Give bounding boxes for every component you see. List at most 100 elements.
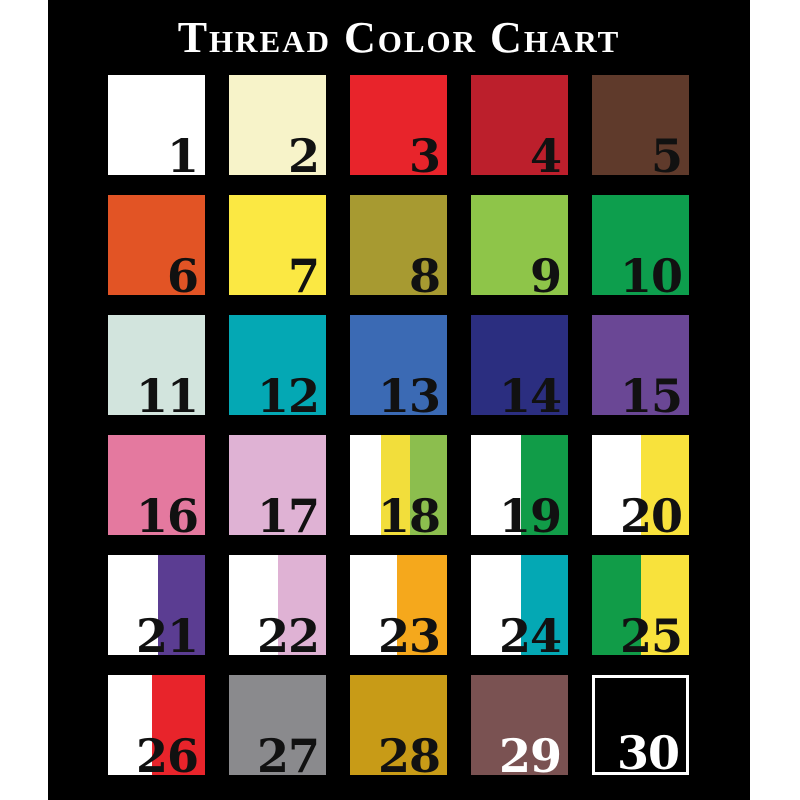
swatch-16: 16	[108, 435, 205, 539]
swatch-22: 22	[229, 555, 326, 659]
swatch-number: 27	[256, 729, 320, 783]
swatch-28: 28	[350, 675, 447, 779]
swatch-number: 18	[377, 489, 441, 543]
swatch-8: 8	[350, 195, 447, 299]
swatch-number: 17	[256, 489, 320, 543]
color-stripe	[108, 555, 159, 655]
swatch-26: 26	[108, 675, 205, 779]
swatch-20: 20	[592, 435, 689, 539]
swatch-7: 7	[229, 195, 326, 299]
swatch-number: 13	[377, 369, 441, 423]
color-stripe	[158, 555, 205, 655]
color-stripe	[592, 555, 641, 655]
swatch-number: 30	[616, 726, 680, 780]
color-stripe	[229, 675, 326, 775]
swatch-12: 12	[229, 315, 326, 419]
swatch-6: 6	[108, 195, 205, 299]
color-stripe	[471, 555, 522, 655]
color-stripe	[471, 675, 568, 775]
swatch-10: 10	[592, 195, 689, 299]
swatch-number: 9	[529, 249, 562, 303]
color-stripe	[410, 435, 447, 535]
color-stripe	[592, 75, 689, 175]
swatch-number: 10	[619, 249, 683, 303]
swatch-14: 14	[471, 315, 568, 419]
swatch-number: 21	[135, 609, 199, 663]
swatch-number: 11	[135, 369, 199, 423]
swatch-number: 28	[377, 729, 441, 783]
swatch-number: 20	[619, 489, 683, 543]
swatch-number: 15	[619, 369, 683, 423]
swatch-grid: 1 2 3 4 5 6 7 8 9 10 11 12 13 14 15 16 17 18 19 20 21 22 23 24 2…	[108, 75, 689, 780]
color-stripe	[381, 435, 411, 535]
swatch-number: 7	[287, 249, 320, 303]
swatch-number: 5	[650, 129, 683, 183]
swatch-4: 4	[471, 75, 568, 179]
chart-panel: Thread Color Chart 1 2 3 4 5 6 7 8 9 10 11 12 13 14 15…	[48, 0, 750, 800]
swatch-number: 19	[498, 489, 562, 543]
swatch-13: 13	[350, 315, 447, 419]
swatch-number: 22	[256, 609, 320, 663]
color-stripe	[471, 435, 522, 535]
swatch-23: 23	[350, 555, 447, 659]
swatch-number: 12	[256, 369, 320, 423]
color-stripe	[108, 675, 152, 775]
swatch-number: 4	[529, 129, 562, 183]
color-stripe	[350, 315, 447, 415]
color-stripe	[108, 75, 205, 175]
swatch-30: 30	[592, 675, 689, 780]
swatch-number: 2	[287, 129, 320, 183]
color-stripe	[108, 435, 205, 535]
color-stripe	[592, 315, 689, 415]
color-stripe	[229, 195, 326, 295]
swatch-number: 29	[498, 729, 562, 783]
color-stripe	[471, 315, 568, 415]
color-stripe	[151, 675, 205, 775]
color-stripe	[350, 75, 447, 175]
swatch-5: 5	[592, 75, 689, 179]
swatch-27: 27	[229, 675, 326, 779]
color-stripe	[640, 555, 689, 655]
swatch-11: 11	[108, 315, 205, 419]
swatch-19: 19	[471, 435, 568, 539]
swatch-24: 24	[471, 555, 568, 659]
color-stripe	[229, 555, 278, 655]
color-stripe	[229, 75, 326, 175]
color-stripe	[592, 435, 641, 535]
color-stripe	[350, 555, 397, 655]
color-stripe	[471, 75, 568, 175]
swatch-number: 24	[498, 609, 562, 663]
swatch-number: 3	[408, 129, 441, 183]
color-stripe	[640, 435, 689, 535]
color-stripe	[396, 555, 447, 655]
swatch-15: 15	[592, 315, 689, 419]
color-stripe	[595, 678, 686, 772]
color-stripe	[350, 195, 447, 295]
color-stripe	[108, 195, 205, 295]
swatch-18: 18	[350, 435, 447, 539]
swatch-number: 8	[408, 249, 441, 303]
swatch-1: 1	[108, 75, 205, 179]
color-stripe	[521, 555, 568, 655]
swatch-9: 9	[471, 195, 568, 299]
swatch-number: 25	[619, 609, 683, 663]
swatch-number: 14	[498, 369, 562, 423]
swatch-2: 2	[229, 75, 326, 179]
swatch-number: 6	[166, 249, 199, 303]
swatch-number: 1	[166, 129, 199, 183]
swatch-3: 3	[350, 75, 447, 179]
chart-title: Thread Color Chart	[177, 13, 621, 62]
color-stripe	[277, 555, 326, 655]
swatch-number: 16	[135, 489, 199, 543]
swatch-25: 25	[592, 555, 689, 659]
color-stripe	[229, 315, 326, 415]
color-stripe	[471, 195, 568, 295]
color-stripe	[350, 675, 447, 775]
swatch-number: 26	[135, 729, 199, 783]
color-stripe	[108, 315, 205, 415]
color-stripe	[229, 435, 326, 535]
color-stripe	[350, 435, 382, 535]
color-stripe	[521, 435, 568, 535]
swatch-number: 23	[377, 609, 441, 663]
